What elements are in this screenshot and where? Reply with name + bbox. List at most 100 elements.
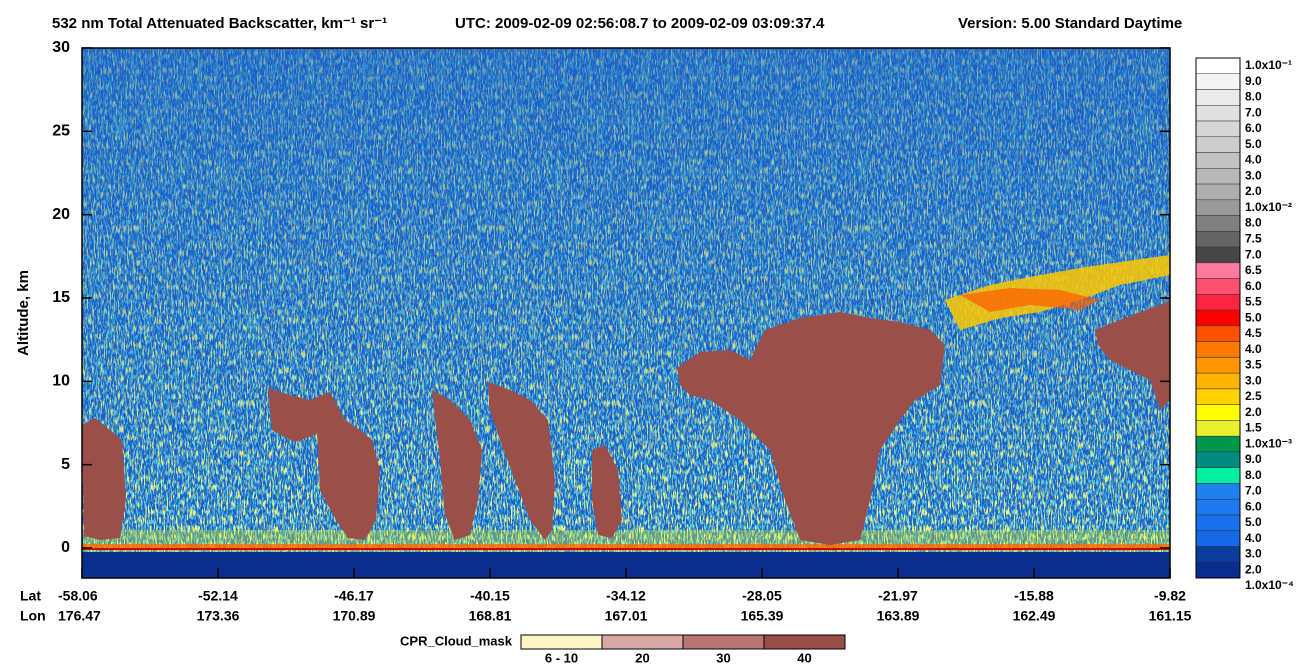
colorbar-band	[1195, 388, 1241, 405]
colorbar-band	[1195, 105, 1241, 122]
colorbar-band	[1195, 561, 1241, 579]
chart-title: 532 nm Total Attenuated Backscatter, km⁻…	[52, 15, 387, 32]
mask-swatch	[682, 634, 765, 650]
colorbar-label: 6.5	[1245, 263, 1262, 277]
version: Version: 5.00 Standard Daytime	[958, 15, 1182, 32]
colorbar-label: 2.5	[1245, 389, 1262, 403]
colorbar-label: 3.0	[1245, 168, 1262, 182]
utc-range: UTC: 2009-02-09 02:56:08.7 to 2009-02-09…	[455, 15, 825, 32]
colorbar-band	[1195, 168, 1241, 185]
y-tick-label: 10	[52, 373, 70, 390]
x-tick-label: -9.82	[1154, 588, 1186, 604]
colorbar-band	[1195, 404, 1241, 421]
x-tick-label: 168.81	[469, 608, 512, 624]
colorbar-band	[1195, 357, 1241, 374]
colorbar-label: 5.0	[1245, 515, 1262, 529]
cirrus-core	[960, 288, 1100, 312]
colorbar-band	[1195, 372, 1241, 390]
colorbar-band	[1195, 420, 1241, 437]
x-tick-label: -46.17	[334, 588, 374, 604]
colorbar-label: 2.0	[1245, 184, 1262, 198]
y-tick-label: 5	[61, 456, 70, 473]
colorbar-band	[1195, 467, 1241, 484]
mask-label: 20	[635, 650, 649, 665]
x-tick-label: 163.89	[877, 608, 920, 624]
colorbar-frame	[1195, 57, 1241, 579]
mask-label: 30	[716, 650, 730, 665]
colorbar-label: 1.0x10⁻¹	[1245, 58, 1292, 72]
colorbar-band	[1195, 183, 1241, 201]
x-tick-label: -15.88	[1014, 588, 1054, 604]
colorbar-label: 9.0	[1245, 452, 1262, 466]
x-tick-label: 161.15	[1149, 608, 1192, 624]
colorbar-label: 8.0	[1245, 468, 1262, 482]
x-tick-label: -21.97	[878, 588, 918, 604]
colorbar-band	[1195, 483, 1241, 500]
surface-line	[82, 548, 1170, 550]
colorbar-band	[1195, 120, 1241, 138]
y-tick-label: 15	[52, 289, 70, 306]
cloud	[488, 382, 555, 540]
colorbar-band	[1195, 530, 1241, 547]
x-tick-label: -52.14	[198, 588, 238, 604]
x-tick-label: 167.01	[605, 608, 648, 624]
y-tick-label: 25	[52, 123, 70, 140]
cpr-cloud-mask	[82, 300, 1170, 545]
colorbar-label: 3.5	[1245, 358, 1262, 372]
colorbar-label: 8.0	[1245, 216, 1262, 230]
colorbar-band	[1195, 435, 1241, 453]
mask-swatch	[601, 634, 684, 650]
colorbar-band	[1195, 136, 1241, 153]
colorbar-label: 4.5	[1245, 326, 1262, 340]
y-axis-label: Altitude, km	[15, 270, 32, 356]
mask-swatch	[763, 634, 846, 650]
colorbar-label: 4.0	[1245, 153, 1262, 167]
colorbar-label: 7.0	[1245, 484, 1262, 498]
cloud	[677, 312, 945, 545]
colorbar-band	[1195, 215, 1241, 232]
cloud	[82, 418, 126, 540]
cloud	[315, 392, 380, 540]
x-tick-label: -34.12	[606, 588, 646, 604]
colorbar-label: 6.0	[1245, 499, 1262, 513]
colorbar-label: 3.0	[1245, 547, 1262, 561]
colorbar-band	[1195, 451, 1241, 468]
x-tick-label: 173.36	[197, 608, 240, 624]
x-row-label: Lon	[20, 608, 46, 624]
y-tick-label: 30	[52, 39, 70, 56]
colorbar-label: 7.0	[1245, 247, 1262, 261]
y-tick-label: 0	[61, 539, 70, 556]
colorbar-band	[1195, 325, 1241, 342]
x-tick-label: -28.05	[742, 588, 782, 604]
surface-return	[82, 544, 1170, 550]
colorbar-label: 5.0	[1245, 137, 1262, 151]
colorbar-band	[1195, 262, 1241, 279]
colorbar-band	[1195, 341, 1241, 358]
colorbar-band	[1195, 57, 1241, 75]
colorbar-band	[1195, 199, 1241, 216]
colorbar-label: 6.0	[1245, 121, 1262, 135]
colorbar-label: 6.0	[1245, 279, 1262, 293]
colorbar-band	[1195, 278, 1241, 295]
x-tick-label: 176.47	[58, 608, 101, 624]
colorbar-band	[1195, 73, 1241, 90]
x-tick-label: 170.89	[333, 608, 376, 624]
colorbar-label: 1.0x10⁻³	[1245, 436, 1292, 450]
colorbar-band	[1195, 89, 1241, 106]
x-row-label: Lat	[20, 588, 41, 604]
cloud	[432, 390, 482, 540]
mask-swatch	[520, 634, 603, 650]
x-tick-label: -58.06	[58, 588, 98, 604]
y-tick-label: 20	[52, 206, 70, 223]
colorbar-band	[1195, 498, 1241, 516]
colorbar-label: 4.0	[1245, 531, 1262, 545]
colorbar-label: 7.5	[1245, 232, 1262, 246]
cloud	[592, 445, 622, 538]
colorbar-band	[1195, 514, 1241, 531]
colorbar-label: 1.5	[1245, 421, 1262, 435]
colorbar-label: 8.0	[1245, 90, 1262, 104]
colorbar-label: 7.0	[1245, 105, 1262, 119]
colorbar-band	[1195, 309, 1241, 327]
colorbar-label: 2.0	[1245, 562, 1262, 576]
